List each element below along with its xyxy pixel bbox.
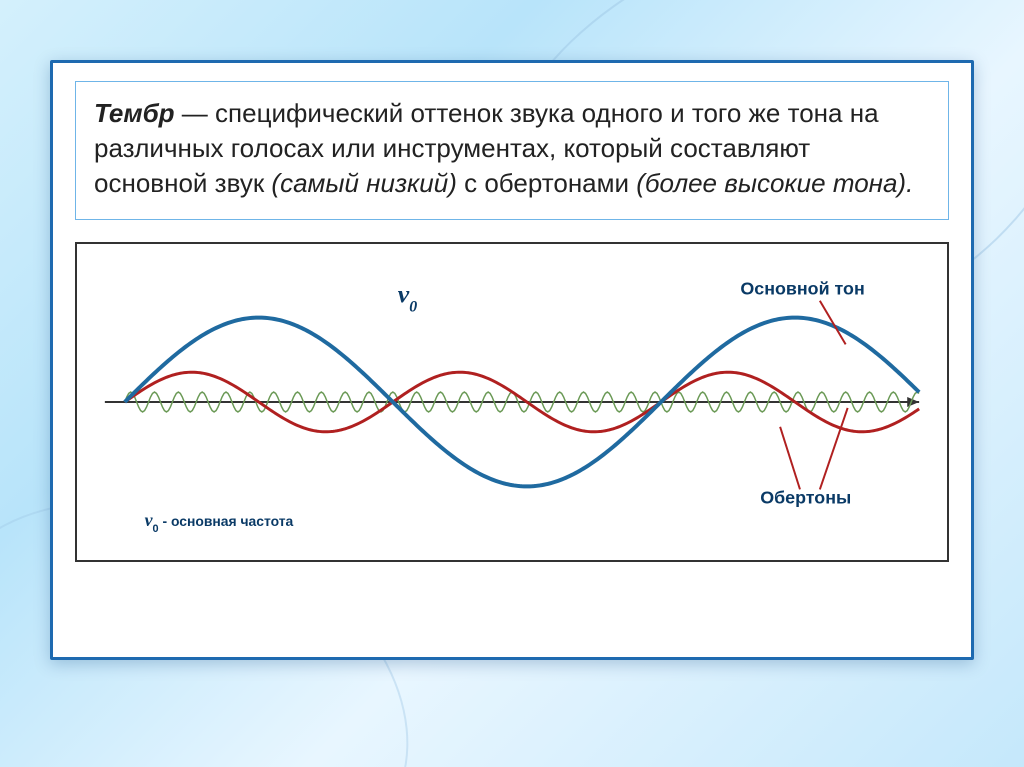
definition-paren2: (более высокие тона). <box>636 168 913 198</box>
nu-zero-label: ν0 <box>398 280 417 316</box>
frequency-note: ν0 - основная частота <box>145 510 294 535</box>
waveform-chart: ν0 Основной тон Обертоны ν0 - основная част… <box>75 242 949 562</box>
waveform-svg: ν0 Основной тон Обертоны ν0 - основная част… <box>85 252 939 552</box>
term: Тембр <box>94 98 175 128</box>
definition-text: Тембр — специфический оттенок звука одно… <box>94 96 930 201</box>
definition-box: Тембр — специфический оттенок звука одно… <box>75 81 949 220</box>
callout-line <box>780 427 800 490</box>
definition-paren1: (самый низкий) <box>271 168 456 198</box>
overtone-label: Обертоны <box>760 488 851 508</box>
main-panel: Тембр — специфический оттенок звука одно… <box>50 60 974 660</box>
fundamental-label: Основной тон <box>740 279 864 299</box>
definition-body2: с обертонами <box>457 168 636 198</box>
